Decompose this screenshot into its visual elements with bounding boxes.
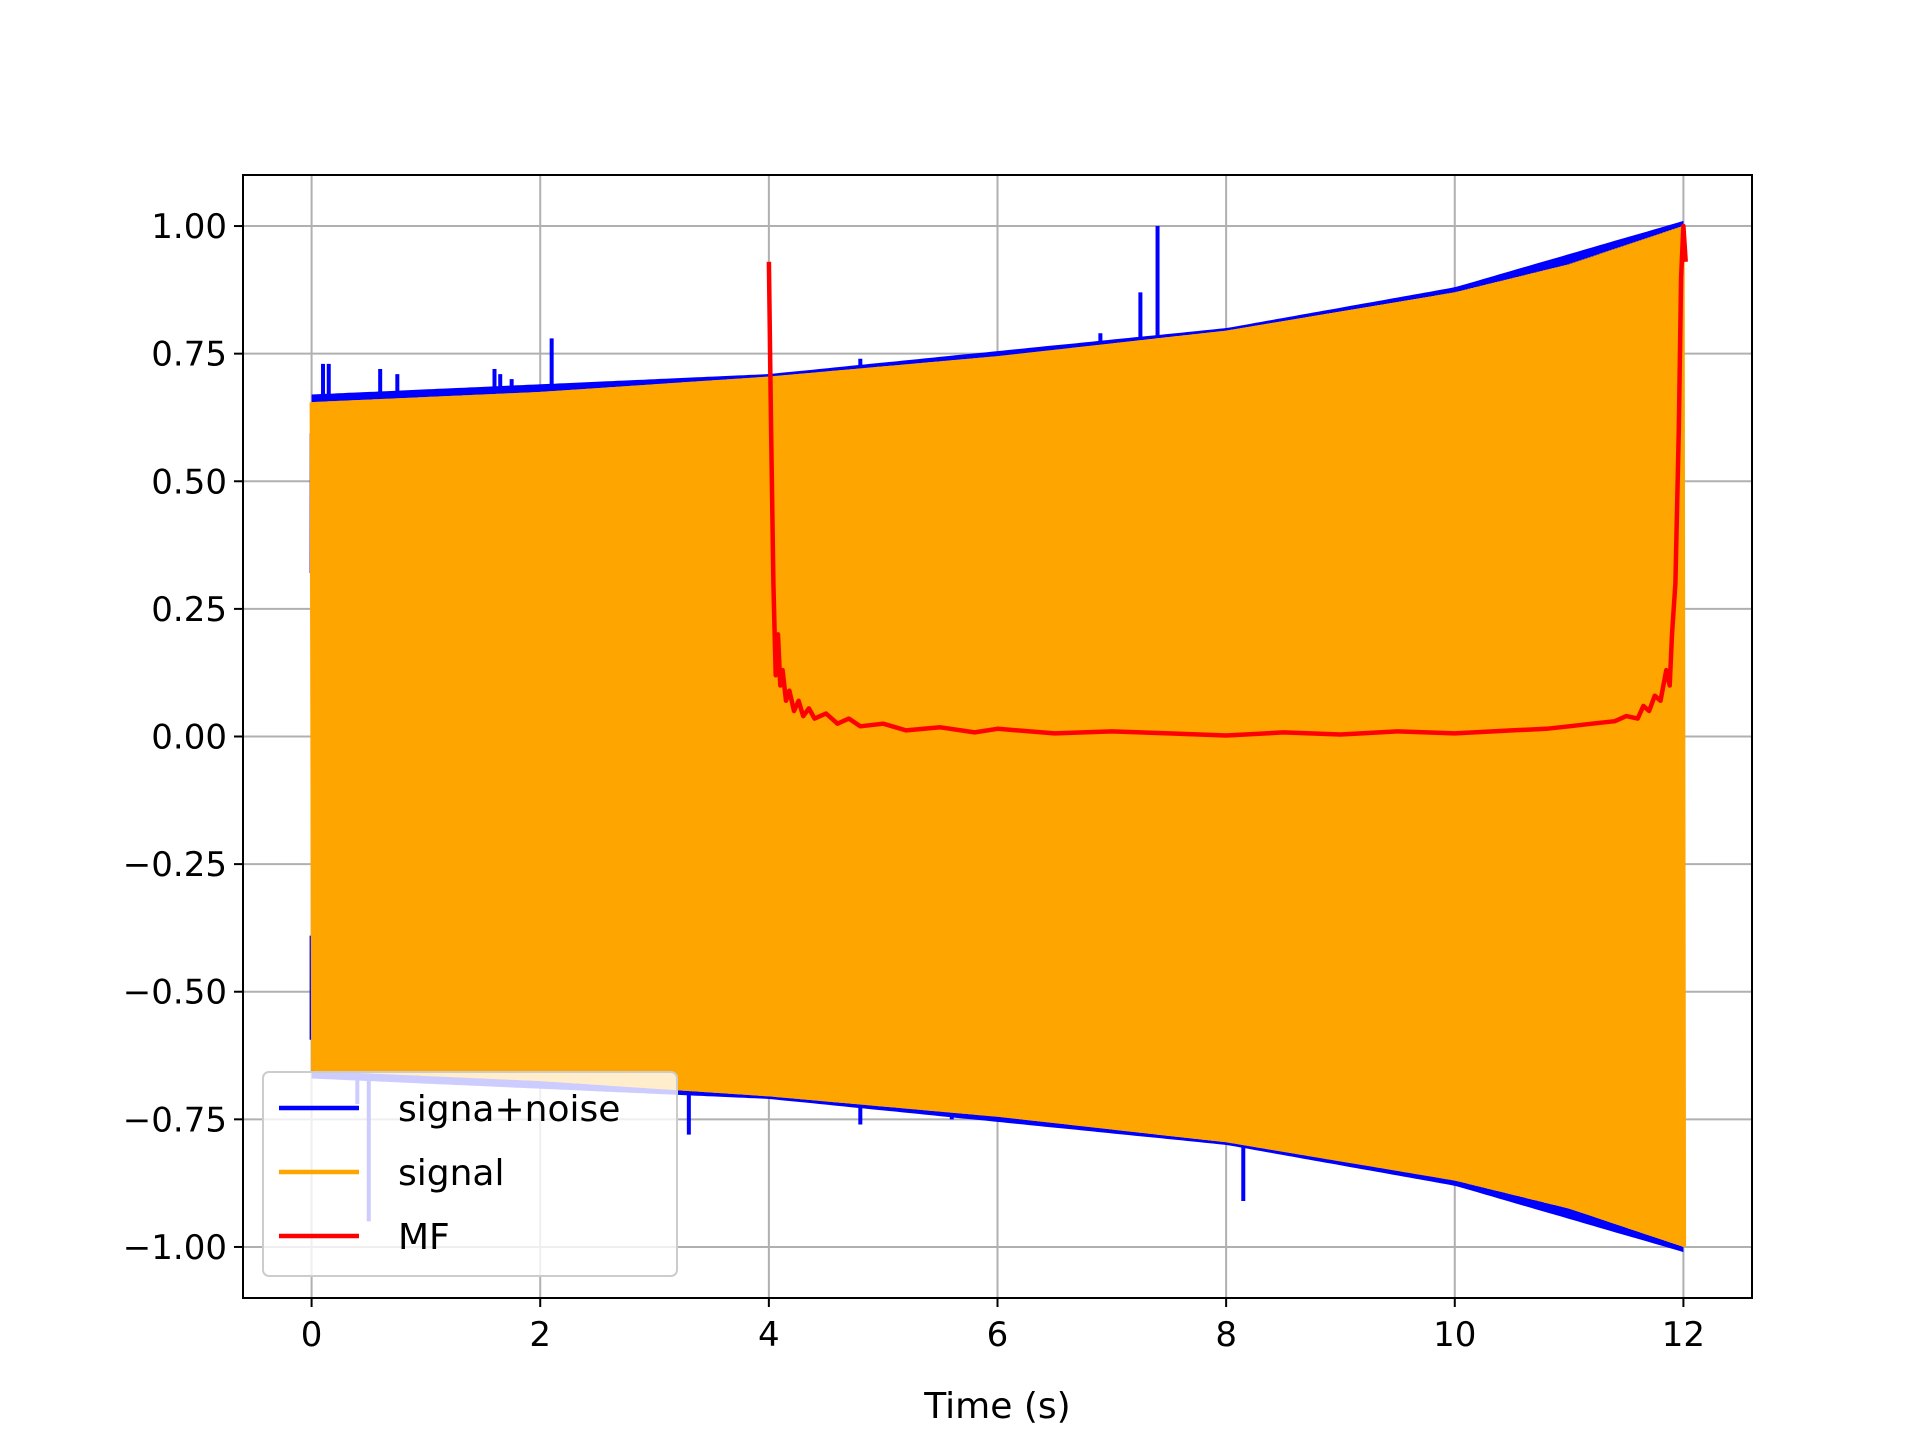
x-tick-label: 10 [1433, 1315, 1476, 1355]
legend-box [262, 1071, 678, 1277]
y-tick-label: 0.00 [151, 718, 227, 758]
y-tick-label: 0.75 [151, 335, 227, 375]
legend-label: signa+noise [398, 1089, 620, 1130]
x-tick-label: 8 [1215, 1315, 1237, 1355]
x-tick-label: 0 [301, 1315, 323, 1355]
y-tick-label: 1.00 [151, 207, 227, 247]
x-tick-label: 2 [529, 1315, 551, 1355]
legend: signa+noise signal MF [262, 1071, 678, 1277]
y-tick-label: −0.75 [123, 1100, 227, 1140]
y-axis: 1.00 0.75 0.50 0.25 0.00 −0.25 −0.50 −0.75 −1.00 [123, 207, 243, 1268]
x-tick-label: 6 [987, 1315, 1009, 1355]
legend-label: signal [398, 1153, 505, 1194]
x-axis: 0 2 4 6 8 10 12 [301, 1298, 1705, 1355]
signal-fill [311, 226, 1684, 1247]
mf-line [766, 223, 1688, 738]
y-tick-label: 0.25 [151, 590, 227, 630]
y-tick-label: −0.50 [123, 973, 227, 1013]
x-tick-label: 4 [758, 1315, 780, 1355]
series-layer [309, 220, 1688, 1253]
y-tick-label: 0.50 [151, 462, 227, 502]
x-axis-title: Time (s) [923, 1386, 1070, 1427]
legend-label: MF [398, 1217, 450, 1258]
y-tick-label: −0.25 [123, 845, 227, 885]
x-tick-label: 12 [1662, 1315, 1705, 1355]
y-tick-label: −1.00 [123, 1228, 227, 1268]
